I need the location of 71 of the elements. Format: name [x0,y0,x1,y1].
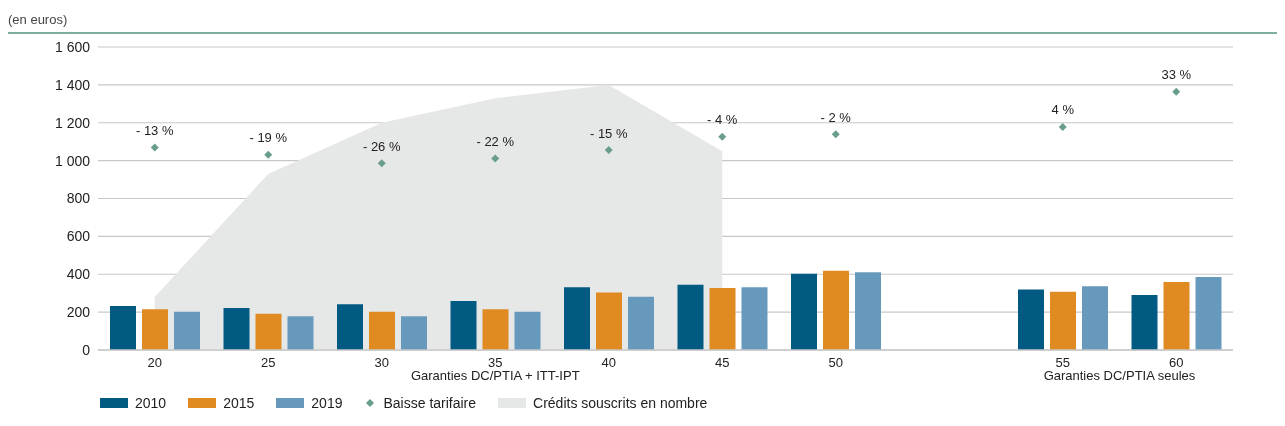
point [491,154,500,163]
bar [255,313,282,350]
data-label: - 22 % [476,133,515,149]
point [831,130,840,139]
y-axis-title: (en euros) [8,12,68,27]
data-label: - 15 % [589,125,628,141]
bar [677,284,704,350]
legend-label: Crédits souscrits en nombre [533,395,708,411]
bar [1163,282,1190,350]
point [1058,122,1067,131]
data-label: 4 % [1051,102,1075,118]
bar [791,273,817,350]
bar [709,288,736,350]
x-tick-label: 45 [715,355,730,371]
bar [1131,295,1158,350]
x-tick-label: 40 [601,355,616,371]
x-tick-label: 25 [261,355,276,371]
bar [514,311,541,350]
bar [369,311,395,350]
bar [337,304,363,350]
bar [287,316,314,350]
y-tick-label: 1 400 [54,76,91,93]
bar [823,270,849,350]
x-tick-label: 30 [374,355,389,371]
legend-label: 2019 [311,395,343,411]
data-label: 33 % [1161,67,1192,83]
data-label: - 4 % [707,112,738,128]
bar [596,292,622,350]
y-tick-label: 800 [66,190,91,207]
data-label: - 13 % [135,123,174,139]
text: Garanties DC/PTIA + ITT-IPT [410,368,580,383]
bar [1082,286,1108,350]
bar [223,307,250,350]
point [718,132,727,141]
y-tick-label: 1 000 [54,152,91,169]
y-tick-label: 600 [66,228,91,245]
point [264,150,273,159]
bar [174,311,200,350]
point [150,143,159,152]
bar [401,316,427,350]
y-tick-label: 1 600 [54,38,91,55]
data-label: - 2 % [820,109,852,125]
bar [1050,291,1076,350]
bar [741,287,768,350]
y-tick-label: 1 200 [54,114,91,131]
data-label: - 19 % [249,130,288,146]
legend-label: 2015 [223,395,255,411]
y-tick-label: 0 [82,341,91,358]
bar [142,309,168,350]
y-tick-label: 200 [66,304,91,321]
y-tick-label: 400 [66,266,91,283]
x-tick-label: 60 [1169,355,1184,371]
point [1172,87,1181,96]
x-tick-label: 35 [488,355,503,371]
point [604,146,613,155]
x-tick-label: 55 [1055,355,1070,371]
point [377,159,386,168]
bar [855,272,881,350]
bar [564,287,590,350]
bar [450,300,477,350]
legend-label: Baisse tarifaire [383,395,477,411]
text: Garanties DC/PTIA seules [1042,368,1197,383]
data-label: - 26 % [362,138,401,154]
bar [628,296,654,350]
bar [1018,289,1044,350]
x-tick-label: 50 [828,355,843,371]
bar [110,305,136,350]
bar [1195,276,1222,350]
legend-label: 2010 [135,395,167,411]
bar [482,309,509,350]
x-tick-label: 20 [147,355,162,371]
